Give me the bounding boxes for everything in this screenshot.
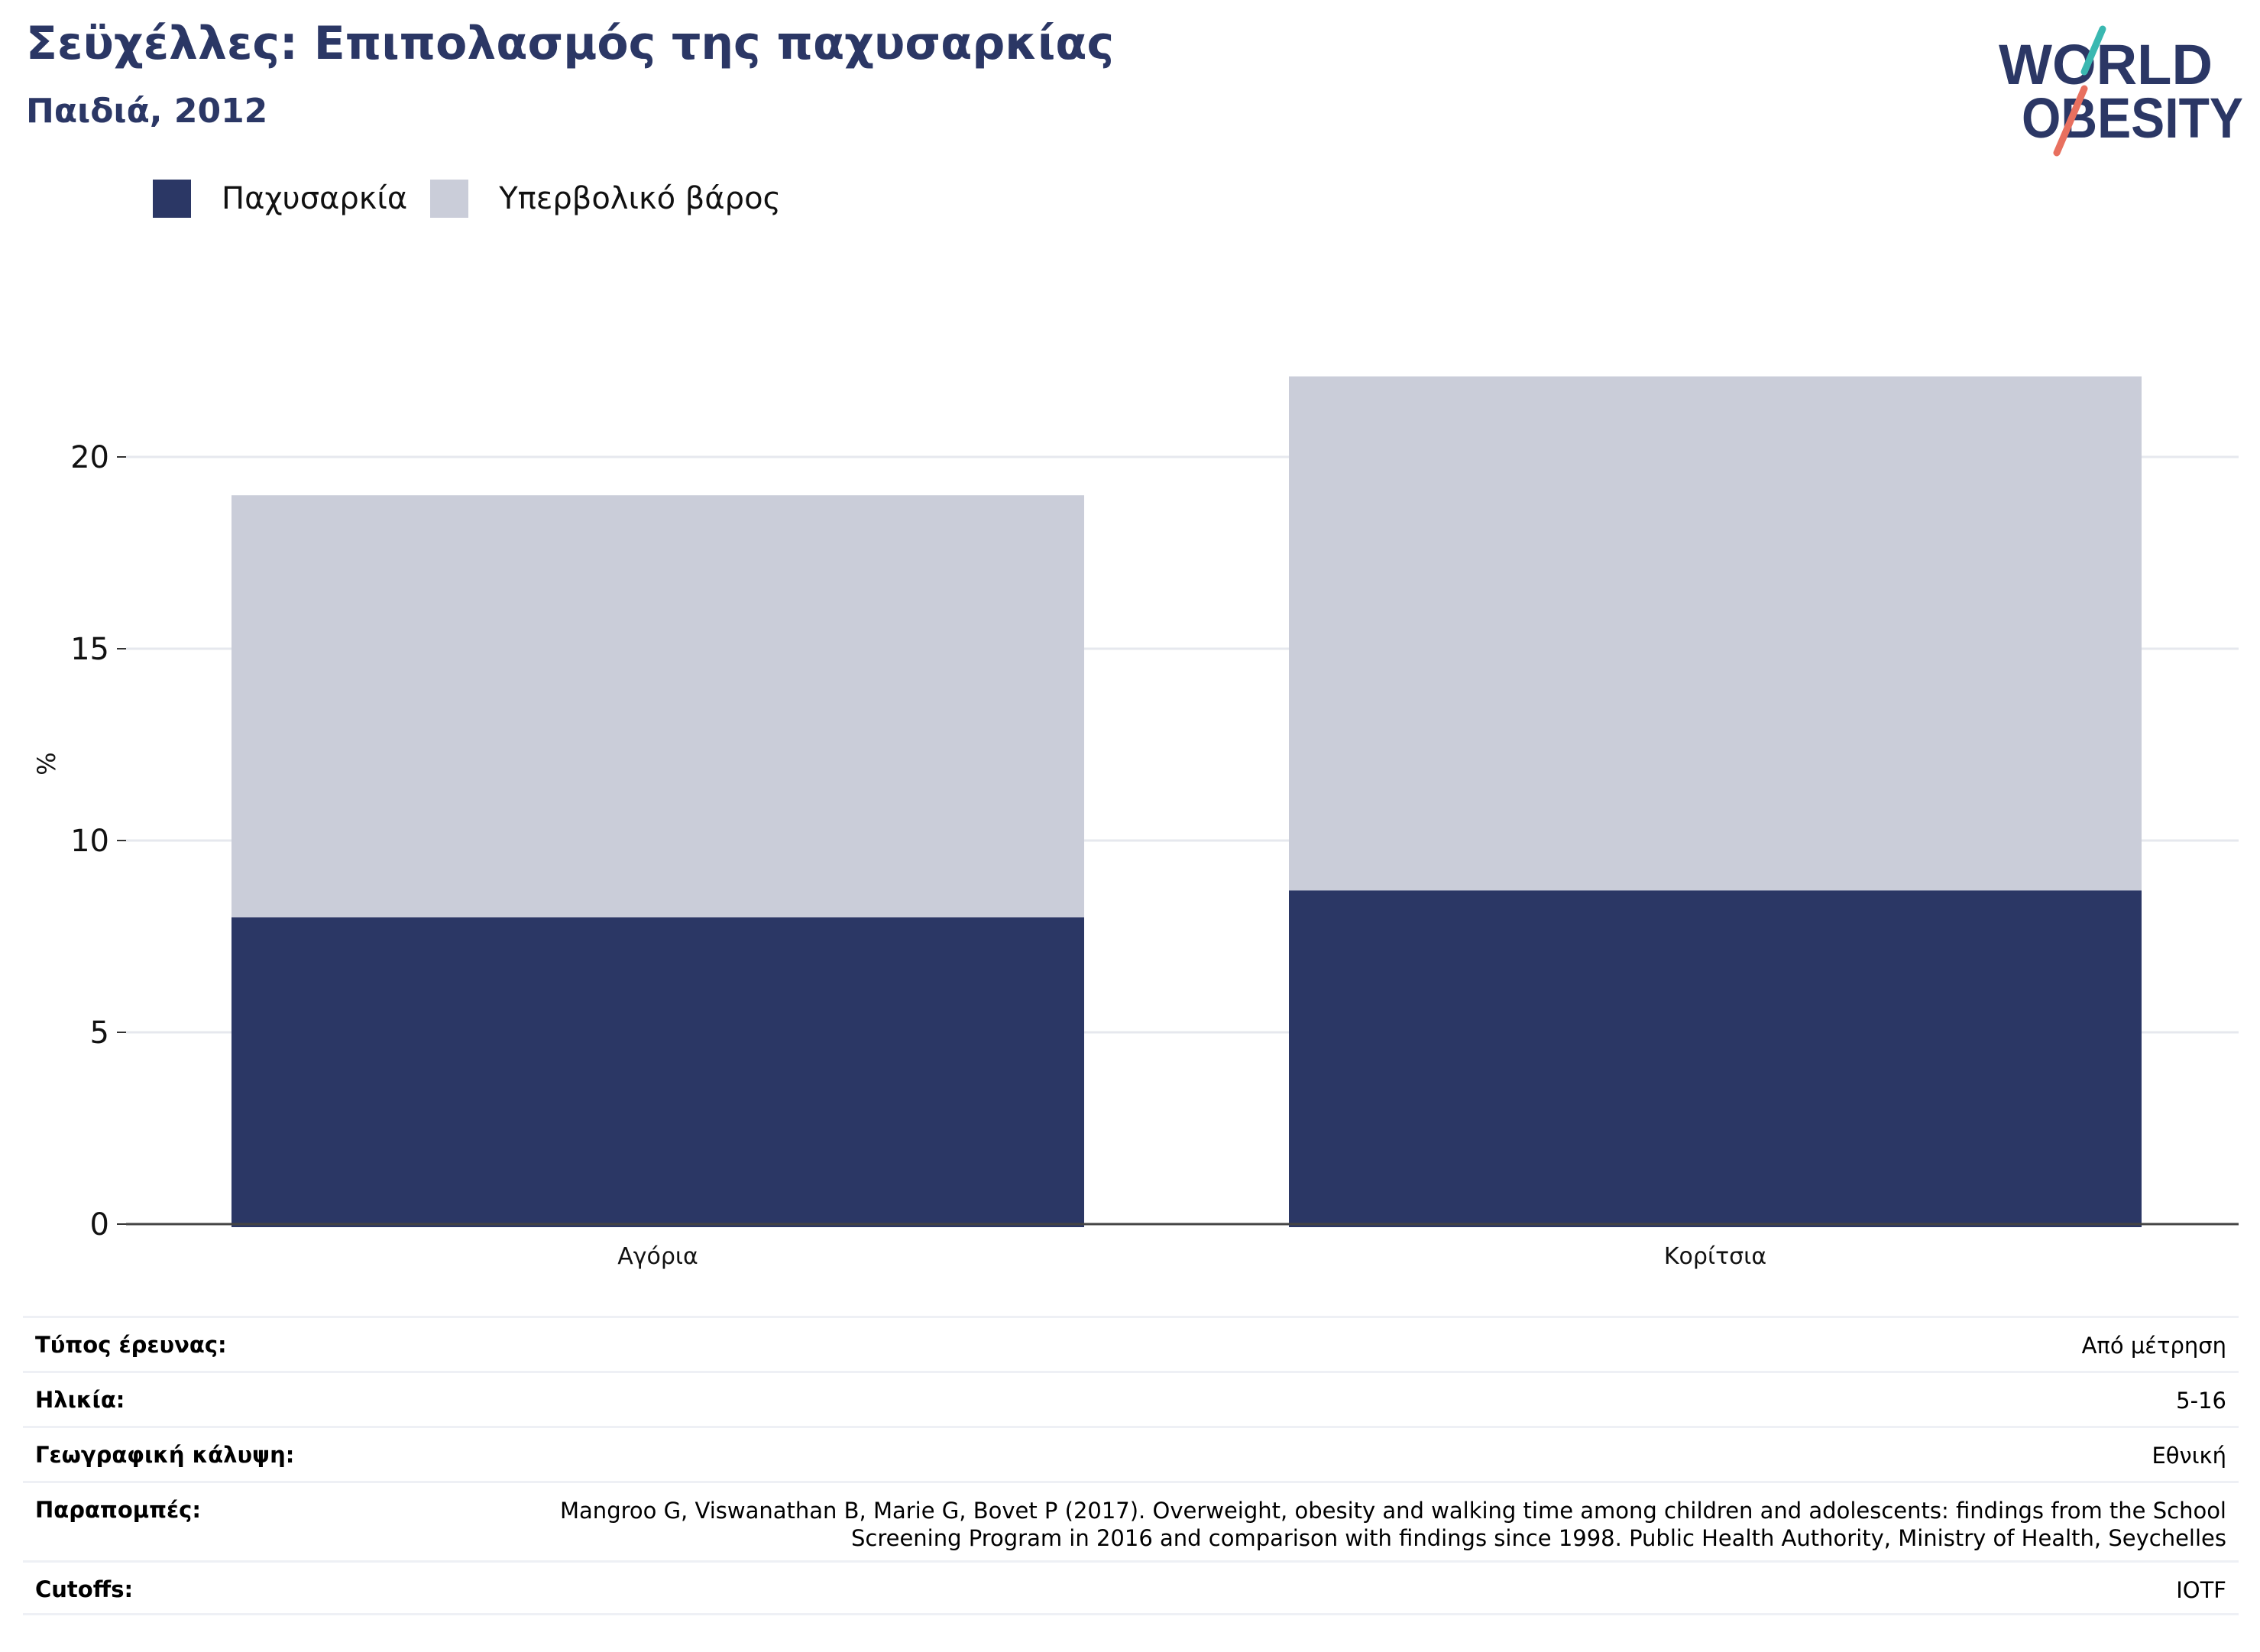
info-value: IOTF <box>2176 1577 2226 1603</box>
logo-word-world: WORLD <box>1999 33 2213 96</box>
info-value: Από μέτρηση <box>2081 1333 2226 1359</box>
legend-label-overweight: Υπερβολικό βάρος <box>499 181 782 216</box>
legend-item-overweight[interactable]: Υπερβολικό βάρος <box>430 180 781 218</box>
y-tick-label-5: 5 <box>90 1015 109 1051</box>
x-tick-label-girls: Κορίτσια <box>1664 1243 1766 1270</box>
bar-obesity-boys <box>232 917 1084 1227</box>
legend-item-obesity[interactable]: Παχυσαρκία <box>153 180 407 218</box>
chart-title: Σεϋχέλλες: Επιπολασμός της παχυσαρκίας <box>26 17 1115 70</box>
y-tick-label-20: 20 <box>70 440 109 475</box>
legend-swatch-obesity <box>153 180 191 218</box>
bar-overweight-boys <box>232 495 1084 918</box>
stacked-bar-chart: 0 5 10 15 20% Αγόρια Κορίτσια <box>32 376 2239 1270</box>
info-key: Τύπος έρευνας: <box>35 1332 227 1358</box>
chart-legend: Παχυσαρκία Υπερβολικό βάρος <box>153 176 804 222</box>
info-row: Cutoffs: IOTF <box>23 1560 2239 1615</box>
y-tick-label-0: 0 <box>90 1207 109 1242</box>
info-key: Ηλικία: <box>35 1387 125 1413</box>
legend-label-obesity: Παχυσαρκία <box>222 181 408 216</box>
world-obesity-logo: WORLD OBESITY <box>1999 25 2243 157</box>
survey-info-table: Τύπος έρευνας: Από μέτρηση Ηλικία: 5-16 Γεωγ… <box>23 1316 2239 1615</box>
logo-word-obesity: OBESITY <box>2022 86 2243 150</box>
info-row: Ηλικία: 5-16 <box>23 1371 2239 1426</box>
info-key: Παραπομπές: <box>35 1497 201 1523</box>
logo-slash-teal-icon <box>2080 25 2106 76</box>
info-key: Γεωγραφική κάλυψη: <box>35 1442 295 1468</box>
info-row: Γεωγραφική κάλυψη: Εθνική <box>23 1426 2239 1481</box>
chart-subtitle: Παιδιά, 2012 <box>26 92 268 131</box>
y-axis-label: % <box>32 752 61 775</box>
y-tick-label-15: 15 <box>70 632 109 667</box>
info-value: Εθνική <box>2152 1443 2226 1469</box>
x-tick-label-boys: Αγόρια <box>617 1243 698 1270</box>
info-row: Παραπομπές: Mangroo G, Viswanathan B, Mar… <box>23 1481 2239 1560</box>
info-key: Cutoffs: <box>35 1576 134 1602</box>
logo-slash-coral-icon <box>2053 85 2088 157</box>
bar-obesity-girls <box>1289 890 2142 1227</box>
info-value: Mangroo G, Viswanathan B, Marie G, Bovet… <box>560 1498 2226 1551</box>
bar-overweight-girls <box>1289 376 2142 891</box>
info-row: Τύπος έρευνας: Από μέτρηση <box>23 1316 2239 1371</box>
info-value: 5-16 <box>2176 1388 2226 1414</box>
legend-swatch-overweight <box>430 180 469 218</box>
y-tick-label-10: 10 <box>70 824 109 859</box>
